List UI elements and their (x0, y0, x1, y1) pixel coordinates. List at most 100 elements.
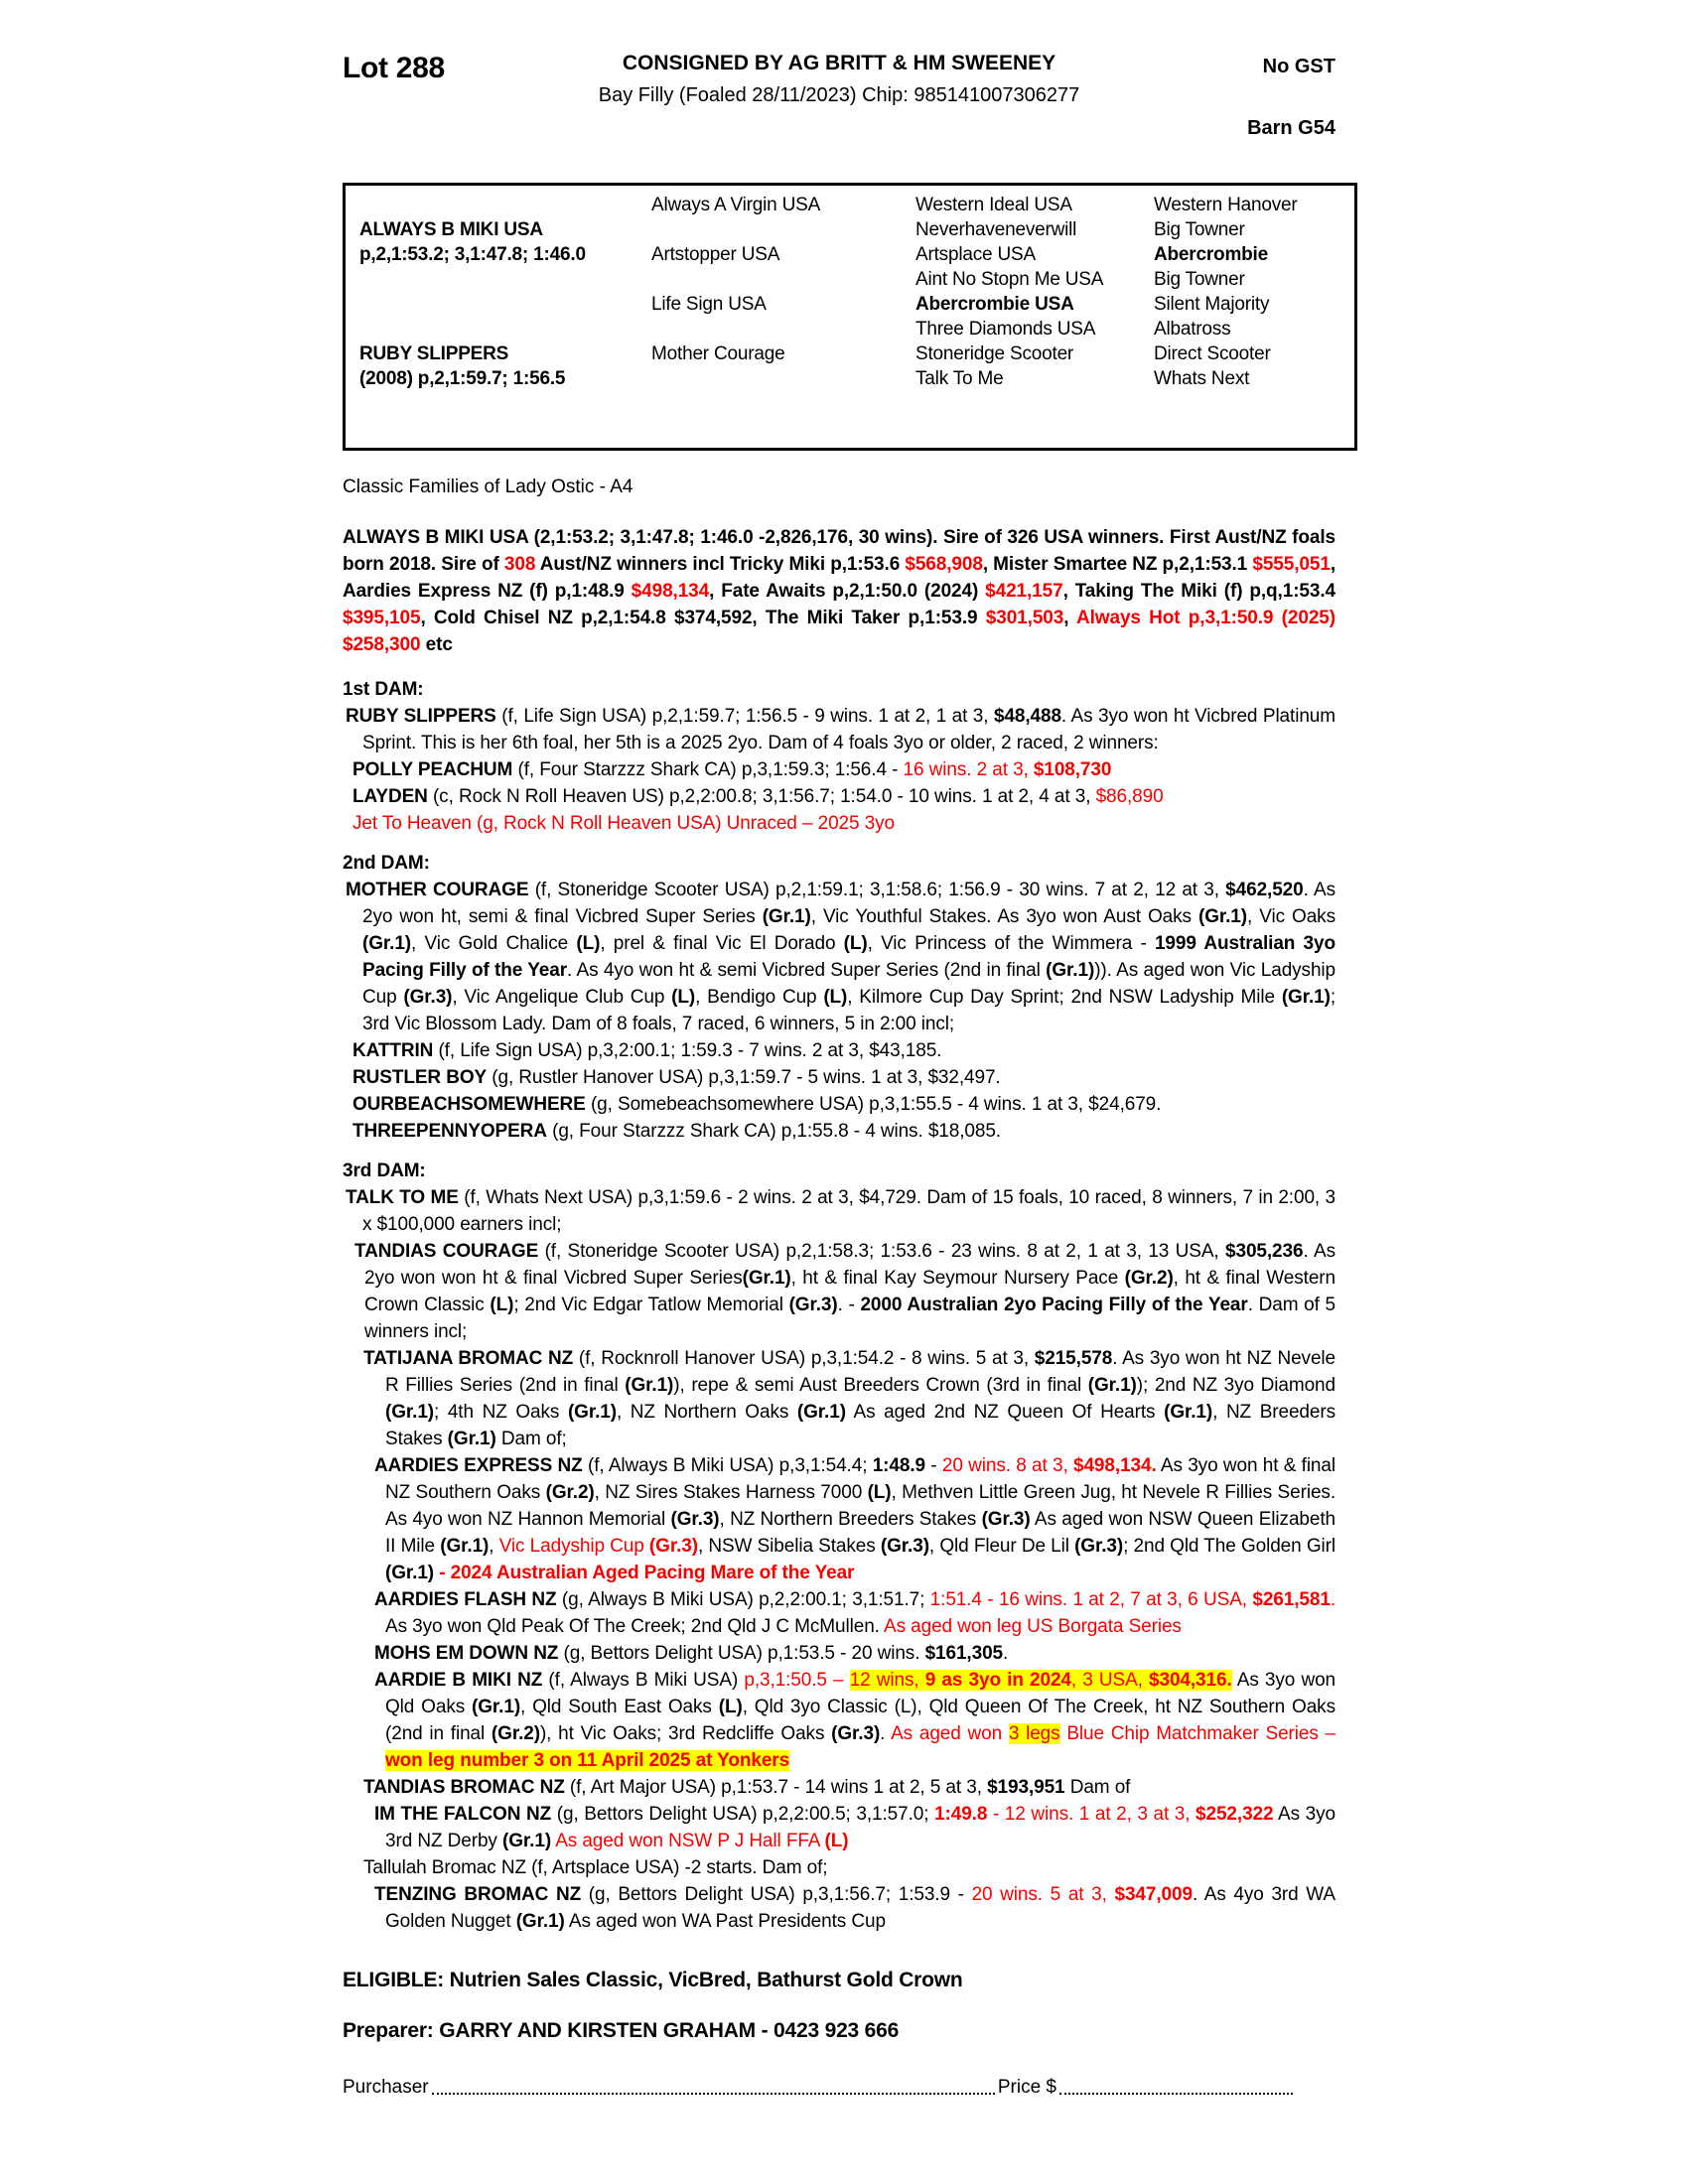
pedigree-name: Talk To Me (915, 368, 1004, 389)
text-run: )). As aged won Vic Ladyship Cup (362, 960, 1336, 1008)
text-run: . - (837, 1295, 861, 1315)
aardie-b-miki-entry: AARDIE B MIKI NZ (f, Always B Miki USA) … (343, 1667, 1336, 1774)
text-run: AARDIE B MIKI NZ (374, 1670, 543, 1691)
tenzing-bromac-entry: TENZING BROMAC NZ (g, Bettors Delight US… (343, 1881, 1336, 1935)
text-run: , Vic Oaks (1247, 906, 1336, 927)
text-run: As aged won (891, 1723, 1009, 1744)
text-run: 9 as 3yo in 2024 (924, 1670, 1071, 1691)
text-run: 1st DAM: (343, 679, 424, 700)
text-run: (Gr.1) (472, 1697, 521, 1717)
text-run: (Gr.1) (567, 1402, 617, 1423)
text-run: (Gr.2) (491, 1723, 540, 1744)
text-run: (f, Life Sign USA) p,2,1:59.7; 1:56.5 - … (495, 706, 994, 727)
pedigree-name: Artsplace USA (915, 244, 1036, 265)
purchaser-label: Purchaser (343, 2077, 429, 2098)
text-run: p,3,1:50.5 – (744, 1670, 850, 1691)
pedigree-name: Whats Next (1154, 368, 1250, 389)
text-run: TANDIAS BROMAC NZ (363, 1777, 565, 1798)
aardies-express-entry: AARDIES EXPRESS NZ (f, Always B Miki USA… (343, 1452, 1336, 1586)
text-run: (f, Whats Next USA) p,3,1:59.6 - 2 wins.… (362, 1187, 1336, 1235)
text-run: Jet To Heaven (g, Rock N Roll Heaven USA… (352, 813, 895, 834)
text-run: $347,009 (1114, 1884, 1194, 1905)
text-run: (f, Rocknroll Hanover USA) p,3,1:54.2 - … (573, 1348, 1035, 1369)
text-run: (Gr.3) (648, 1536, 698, 1557)
text-run: , ht & final Kay Seymour Nursery Pace (790, 1268, 1125, 1289)
text-run: , Vic Princess of the Wimmera - (867, 933, 1155, 954)
pedigree-name: Abercrombie (1154, 244, 1269, 265)
text-run: 3 legs (1008, 1723, 1060, 1744)
consignor-title: CONSIGNED BY AG BRITT & HM SWEENEY (622, 52, 1056, 74)
purchaser-row: Purchaser Price $ (343, 2077, 1296, 2099)
polly-peachum-entry: POLLY PEACHUM (f, Four Starzzz Shark CA)… (343, 756, 1336, 783)
text-run: , prel & final Vic El Dorado (600, 933, 844, 954)
text-run: As 3yo won ht & final NZ Southern Oaks (385, 1455, 1336, 1503)
pedigree-name: Neverhaveneverwill (915, 219, 1077, 240)
text-run: - (924, 1455, 942, 1476)
text-run: (L) (718, 1697, 743, 1717)
text-run: ), repe & semi Aust Breeders Crown (3rd … (673, 1375, 1088, 1396)
text-run: , NZ Northern Breeders Stakes (719, 1509, 982, 1530)
text-run: (g, Bettors Delight USA) p,2,2:00.5; 3,1… (551, 1804, 935, 1825)
text-run: LAYDEN (352, 786, 428, 807)
text-run: . (880, 1723, 892, 1744)
text-run: As 3yo 3rd NZ Derby (385, 1804, 1336, 1851)
text-run: (L) (576, 933, 601, 954)
barn-number: Barn G54 (1247, 117, 1336, 139)
aardies-flash-entry: AARDIES FLASH NZ (g, Always B Miki USA) … (343, 1586, 1336, 1640)
text-run: As 3yo won Qld Oaks (385, 1670, 1336, 1717)
text-run: Tallulah Bromac NZ (f, Artsplace USA) -2… (363, 1857, 828, 1878)
text-run: (Gr.1) (385, 1402, 435, 1423)
text-run: (L) (867, 1482, 892, 1503)
text-run: TALK TO ME (346, 1187, 459, 1208)
text-run: 2000 Australian 2yo Pacing Filly of the … (860, 1295, 1248, 1315)
tandias-courage-entry: TANDIAS COURAGE (f, Stoneridge Scooter U… (343, 1238, 1336, 1345)
text-run: (g, Bettors Delight USA) p,1:53.5 - 20 w… (558, 1643, 925, 1664)
text-run: Always Hot p,3,1:50.9 (2025) $258,300 (343, 608, 1336, 655)
text-run: , NZ Northern Oaks (616, 1402, 797, 1423)
text-run: 1:48.9 (872, 1455, 925, 1476)
text-run: , Methven Little Green Jug, ht Nevele R … (385, 1482, 1336, 1530)
text-run: (Gr.2) (1124, 1268, 1174, 1289)
dam-block: RUBY SLIPPERS (2008) p,2,1:59.7; 1:56.5 (359, 317, 651, 441)
text-run: , Cold Chisel NZ p,2,1:54.8 $374,592, Th… (420, 608, 986, 628)
text-run: (L) (824, 1831, 849, 1851)
pedigree-name: Big Towner (1154, 269, 1245, 290)
text-run: , NZ Sires Stakes Harness 7000 (594, 1482, 868, 1503)
text-run: , ht & final Western Crown Classic (364, 1268, 1336, 1315)
text-run: (Gr.3) (403, 987, 453, 1008)
text-run: (f, Art Major USA) p,1:53.7 - 14 wins 1 … (564, 1777, 988, 1798)
text-run: . As 4yo won ht & semi Vicbred Super Ser… (567, 960, 1047, 981)
text-run: 2nd DAM: (343, 853, 430, 874)
lot-number: Lot 288 (343, 52, 445, 84)
text-run: KATTRIN (352, 1040, 434, 1061)
dam-record: (2008) p,2,1:59.7; 1:56.5 (359, 368, 566, 389)
foaling-details: Bay Filly (Foaled 28/11/2023) Chip: 9851… (598, 84, 1080, 106)
dam1-heading: 1st DAM: (343, 676, 1336, 703)
text-run: ), ht Vic Oaks; 3rd Redcliffe Oaks (539, 1723, 832, 1744)
text-run: $555,051 (1252, 554, 1331, 575)
text-run: TENZING BROMAC NZ (374, 1884, 582, 1905)
text-run: , (1063, 608, 1076, 628)
text-run: (Gr.1) (515, 1911, 565, 1932)
text-run: As aged won leg US Borgata Series (884, 1616, 1182, 1637)
text-run: (Gr.1) (1281, 987, 1331, 1008)
kattrin-entry: KATTRIN (f, Life Sign USA) p,3,2:00.1; 1… (343, 1037, 1336, 1064)
text-run: , Vic Angelique Club Cup (452, 987, 672, 1008)
text-run: (Gr.1) (625, 1375, 674, 1396)
text-run: (Gr.1) (796, 1402, 846, 1423)
text-run: (Gr.3) (788, 1295, 838, 1315)
text-run: (Gr.1) (1164, 1402, 1213, 1423)
catalogue-content: Lot 288 CONSIGNED BY AG BRITT & HM SWEEN… (343, 48, 1357, 2099)
text-run: MOTHER COURAGE (346, 880, 529, 900)
pedigree-name: Life Sign USA (651, 294, 767, 315)
pedigree-name: Artstopper USA (651, 244, 780, 265)
text-run: (Gr.1) (762, 906, 811, 927)
text-run: THREEPENNYOPERA (352, 1121, 547, 1142)
text-run: 1:51.4 - 16 wins. 1 at 2, 7 at 3, 6 USA, (929, 1589, 1253, 1610)
price-fill-line (1059, 2092, 1293, 2095)
text-run: ALWAYS B MIKI USA (2,1:53.2; 3,1:47.8; 1… (343, 527, 1336, 575)
pedigree-box: ALWAYS B MIKI USA p,2,1:53.2; 3,1:47.8; … (343, 183, 1357, 451)
text-run: , Mister Smartee NZ p,2,1:53.1 (982, 554, 1253, 575)
text-run: 20 wins. 8 at 3, (941, 1455, 1073, 1476)
text-run: ; 3rd Vic Blossom Lady. Dam of 8 foals, … (362, 987, 1336, 1034)
